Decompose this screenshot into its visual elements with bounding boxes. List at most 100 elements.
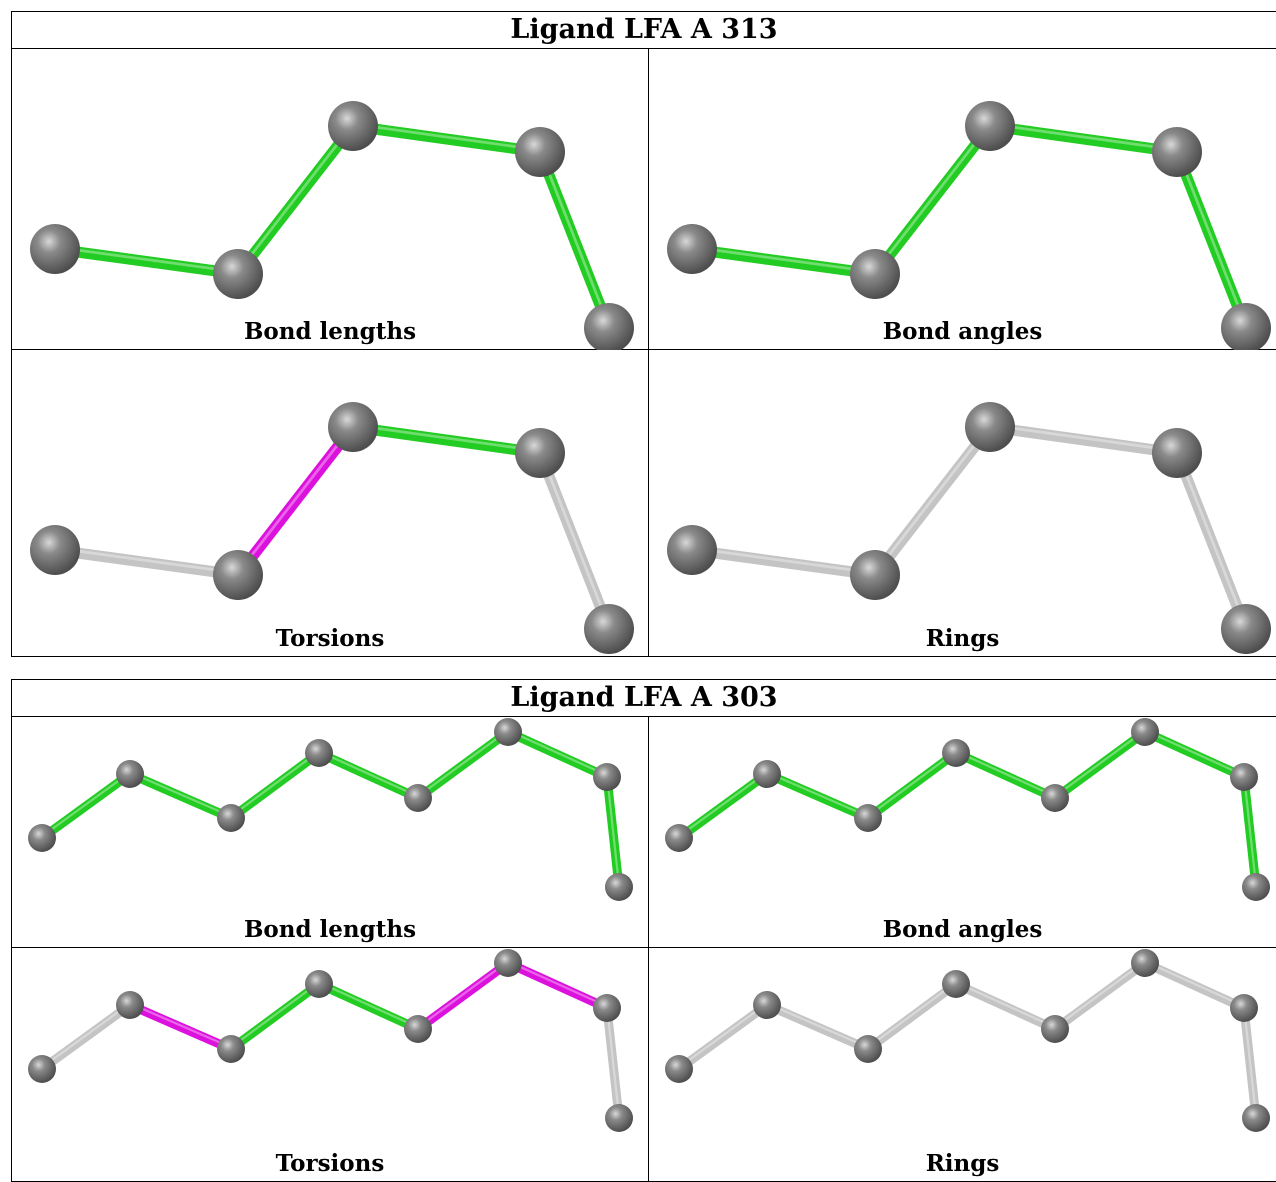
atom — [28, 1055, 56, 1083]
bond-gray — [870, 423, 995, 579]
bond-gray — [1052, 959, 1148, 1033]
bond-highlight — [989, 122, 1178, 152]
atom — [1221, 303, 1271, 350]
bond-highlight — [1175, 149, 1248, 327]
bond-highlight — [955, 981, 1056, 1029]
panel-caption: Torsions — [275, 625, 385, 652]
bond-highlight — [129, 1002, 232, 1049]
atom — [515, 428, 565, 478]
bond-highlight — [873, 424, 992, 574]
bond-green — [534, 149, 615, 331]
atom — [30, 224, 80, 274]
atom — [116, 760, 144, 788]
bond-green — [1052, 728, 1148, 802]
atom — [30, 525, 80, 575]
molecule-view — [28, 949, 633, 1132]
panel-caption: Rings — [925, 625, 1000, 652]
bond-green — [228, 980, 322, 1053]
bond-highlight — [417, 960, 509, 1029]
bond-green — [1239, 776, 1261, 888]
bond-gray — [989, 421, 1178, 459]
bond-highlight — [352, 423, 541, 453]
bond-highlight — [1144, 960, 1245, 1008]
bond-highlight — [41, 771, 131, 838]
atom — [593, 763, 621, 791]
atom — [213, 249, 263, 299]
atom — [1152, 428, 1202, 478]
panel-bond-angles: Bond angles — [649, 717, 1276, 948]
atom — [1131, 949, 1159, 977]
atom — [584, 604, 634, 654]
panel-caption: Bond angles — [882, 318, 1043, 345]
bond-highlight — [352, 122, 541, 152]
panel-rings: Rings — [649, 948, 1276, 1181]
atom — [605, 1104, 633, 1132]
bond-gray — [54, 544, 239, 581]
bond-highlight — [678, 1002, 768, 1069]
bond-magenta — [233, 423, 358, 579]
panel-caption: Torsions — [275, 1150, 385, 1177]
panel-torsions: Torsions — [12, 350, 649, 656]
bond-green — [128, 769, 233, 823]
molecule-view — [28, 718, 633, 901]
bond-green — [506, 727, 609, 782]
bond-highlight — [1242, 775, 1258, 886]
atom — [1041, 784, 1069, 812]
bond-highlight — [538, 149, 611, 327]
bond-highlight — [230, 750, 320, 818]
atom — [1242, 1104, 1270, 1132]
bond-highlight — [605, 1006, 621, 1117]
atom — [942, 739, 970, 767]
panel-bond-angles: Bond angles — [649, 49, 1276, 350]
bond-green — [691, 243, 876, 280]
atom — [305, 970, 333, 998]
atom — [753, 760, 781, 788]
bond-highlight — [318, 981, 419, 1029]
bond-gray — [534, 450, 615, 632]
atom — [28, 824, 56, 852]
bond-gray — [765, 1000, 870, 1054]
bond-gray — [1143, 958, 1246, 1013]
bond-green — [870, 122, 995, 278]
atom — [404, 1015, 432, 1043]
bond-highlight — [1054, 729, 1146, 798]
atom — [665, 824, 693, 852]
bond-highlight — [236, 123, 355, 273]
atom — [1221, 604, 1271, 654]
bond-magenta — [128, 1000, 233, 1054]
atom — [605, 873, 633, 901]
atom — [753, 991, 781, 1019]
panel-caption: Bond lengths — [243, 318, 417, 345]
bond-green — [317, 748, 420, 803]
bond-highlight — [873, 123, 992, 273]
bond-gray — [865, 980, 959, 1053]
ligand-title: Ligand LFA A 313 — [12, 12, 1276, 49]
atom — [667, 224, 717, 274]
bond-green — [352, 120, 541, 158]
atom — [404, 784, 432, 812]
ligand-table-1: Ligand LFA A 313 Bond lengths Bond angle… — [11, 11, 1276, 657]
bond-highlight — [678, 771, 768, 838]
bond-gray — [1171, 450, 1252, 632]
atom — [328, 101, 378, 151]
atom — [854, 804, 882, 832]
atom — [667, 525, 717, 575]
molecule-view — [667, 101, 1271, 350]
atom — [328, 402, 378, 452]
panel-caption: Rings — [925, 1150, 1000, 1177]
panel-rings: Rings — [649, 350, 1276, 656]
atom — [942, 970, 970, 998]
atom — [850, 249, 900, 299]
bond-green — [865, 749, 959, 822]
bond-highlight — [1242, 1006, 1258, 1117]
bond-highlight — [691, 245, 876, 274]
bond-highlight — [507, 729, 608, 777]
bond-highlight — [955, 750, 1056, 798]
bond-highlight — [605, 775, 621, 886]
atom — [1152, 127, 1202, 177]
atom — [1230, 763, 1258, 791]
bond-green — [228, 749, 322, 822]
bond-gray — [1239, 1007, 1261, 1119]
molecule-view — [665, 949, 1270, 1132]
bond-highlight — [54, 546, 239, 575]
